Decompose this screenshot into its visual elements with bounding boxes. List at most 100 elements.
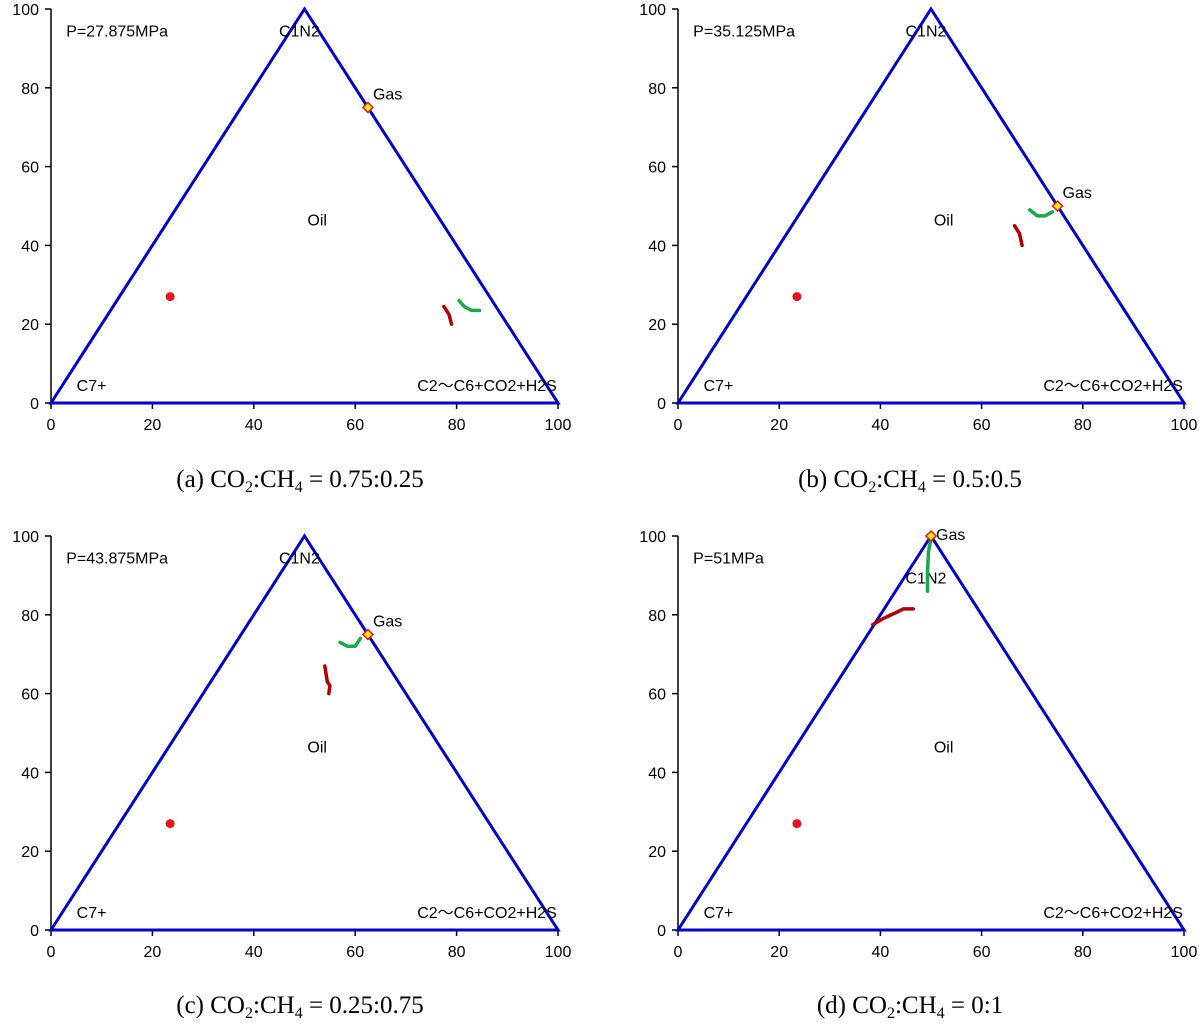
y-tick-label: 40 [21,238,39,255]
label-c7plus: C7+ [77,905,107,922]
gas-point [361,628,374,641]
y-tick-label: 100 [12,529,39,546]
green-curve [1027,208,1055,218]
x-tick-label: 0 [47,417,56,434]
label-c1n2: C1N2 [905,24,946,41]
x-tick-label: 60 [973,944,991,961]
pressure-label: P=51MPa [693,551,764,568]
y-tick-label: 20 [21,844,39,861]
y-tick-label: 0 [30,923,39,940]
x-tick-label: 0 [47,944,56,961]
y-tick-label: 40 [648,765,666,782]
y-tick-label: 20 [648,844,666,861]
green-curve [457,298,482,313]
caption-a: (a) CO2:CH4 = 0.75:0.25 [176,466,424,496]
label-c2-c6: C2～C6+CO2+H2S [1043,378,1183,395]
y-tick-label: 100 [639,529,666,546]
red-curve [871,607,916,627]
red-curve [442,304,454,326]
x-tick-label: 20 [770,944,788,961]
x-tick-label: 80 [448,944,466,961]
ternary-triangle [48,533,561,932]
y-tick-label: 0 [657,396,666,413]
pressure-label: P=27.875MPa [66,24,168,41]
y-tick-label: 60 [648,687,666,704]
gas-point [1051,199,1064,213]
y-tick-label: 0 [30,396,39,413]
oil-point [165,292,175,302]
ternary-triangle [48,6,561,405]
label-c2-c6: C2～C6+CO2+H2S [417,905,557,922]
pressure-label: P=43.875MPa [66,551,168,568]
green-curve [925,536,933,593]
x-tick-label: 100 [1171,944,1198,961]
label-c2-c6: C2～C6+CO2+H2S [417,378,557,395]
x-tick-label: 80 [1074,417,1092,434]
panel-c: 0 20 40 60 80 100 0 20 40 60 80 100 P=43.875MPa C1N2 C… [12,529,571,961]
oil-point [792,819,802,829]
x-tick-label: 20 [144,944,162,961]
caption-c: (c) CO2:CH4 = 0.25:0.75 [176,992,424,1022]
pressure-label: P=35.125MPa [693,24,795,41]
x-tick-label: 60 [973,417,991,434]
label-c2-c6: C2～C6+CO2+H2S [1043,905,1183,922]
label-c7plus: C7+ [704,378,734,395]
label-c1n2: C1N2 [279,551,320,568]
x-tick-label: 80 [1074,944,1092,961]
y-tick-label: 20 [21,317,39,334]
label-oil: Oil [307,740,327,757]
label-gas: Gas [936,527,965,544]
x-tick-label: 20 [770,417,788,434]
red-curve [1012,223,1024,248]
x-tick-label: 40 [872,417,890,434]
label-c1n2: C1N2 [279,24,320,41]
panel-b: 0 20 40 60 80 100 0 20 40 60 80 100 P=35.125MPa C1N2 C… [639,2,1197,434]
oil-point [792,292,802,302]
x-tick-label: 20 [144,417,162,434]
y-tick-label: 80 [648,81,666,98]
oil-point [165,819,175,829]
red-curve [323,664,332,696]
label-gas: Gas [1063,185,1092,202]
y-tick-label: 80 [21,608,39,625]
label-c7plus: C7+ [77,378,107,395]
panel-a: 0 20 40 60 80 100 0 20 40 60 80 100 P=27.875MPa C1N2 C… [12,2,571,434]
caption-b: (b) CO2:CH4 = 0.5:0.5 [798,466,1022,496]
y-tick-label: 60 [21,687,39,704]
label-gas: Gas [373,614,402,631]
y-tick-label: 40 [21,765,39,782]
x-tick-label: 40 [872,944,890,961]
label-oil: Oil [307,213,327,230]
x-tick-label: 100 [545,417,572,434]
y-tick-label: 100 [639,2,666,19]
y-tick-label: 100 [12,2,39,19]
label-oil: Oil [934,740,954,757]
gas-point [361,101,374,114]
x-tick-label: 0 [674,944,683,961]
label-c7plus: C7+ [704,905,734,922]
y-tick-label: 80 [21,81,39,98]
x-tick-label: 80 [448,417,466,434]
y-tick-label: 20 [648,317,666,334]
x-tick-label: 40 [245,417,263,434]
label-gas: Gas [373,87,402,104]
green-curve [338,636,363,649]
x-tick-label: 60 [346,417,364,434]
ternary-triangle [675,6,1187,405]
label-oil: Oil [934,213,954,230]
y-tick-label: 40 [648,238,666,255]
x-tick-label: 40 [245,944,263,961]
caption-d: (d) CO2:CH4 = 0:1 [816,992,1004,1022]
x-tick-label: 100 [545,944,572,961]
gas-point [924,529,938,543]
x-tick-label: 60 [346,944,364,961]
ternary-triangle [675,533,1187,932]
y-tick-label: 80 [648,608,666,625]
y-tick-label: 60 [648,160,666,177]
x-tick-label: 0 [674,417,683,434]
y-tick-label: 0 [657,923,666,940]
y-tick-label: 60 [21,160,39,177]
x-tick-label: 100 [1171,417,1198,434]
